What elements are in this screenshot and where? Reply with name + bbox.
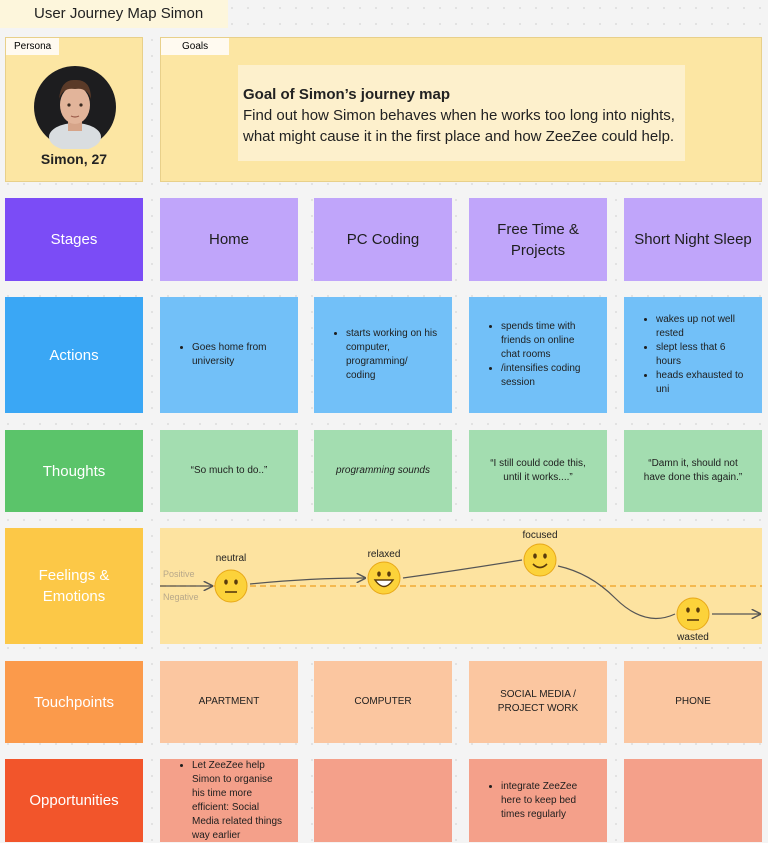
emotion-label: focused <box>522 530 558 541</box>
persona-label: Persona <box>6 38 59 55</box>
row-label-text: Actions <box>49 346 99 364</box>
bullet-list: wakes up not well restedslept less that … <box>638 313 748 397</box>
bullet-list: starts working on his computer, programm… <box>328 327 438 383</box>
emoji <box>367 561 401 595</box>
title: User Journey Map Simon <box>34 5 204 22</box>
emotion-label: neutral <box>215 553 247 564</box>
goal-line: what might cause it in the first place a… <box>243 128 675 145</box>
row-label-text: Feelings & Emotions <box>38 567 110 605</box>
bullet-list: spends time with friends on online chat … <box>483 320 593 390</box>
goals-card: Goals Goal of Simon’s journey map Find o… <box>160 37 762 182</box>
bullet: Let ZeeZee help Simon to organise his ti… <box>192 759 284 843</box>
cell: starts working on his computer, programm… <box>314 297 452 413</box>
persona-card: Persona Simon, 27 <box>5 37 143 182</box>
eye <box>387 571 391 577</box>
cell-text: “So much to do..” <box>190 465 268 476</box>
bullet: slept less that 6 hours <box>656 341 748 369</box>
row-label: Actions <box>5 297 143 413</box>
emoji <box>523 543 557 577</box>
curve <box>402 559 523 579</box>
cell-text: Home <box>208 231 249 248</box>
mouth <box>373 579 395 588</box>
emotion-label: relaxed <box>367 549 401 560</box>
goals-label: Goals <box>161 38 229 55</box>
curve <box>249 578 365 585</box>
cell: COMPUTER <box>314 661 452 743</box>
title-box: User Journey Map Simon <box>0 0 228 28</box>
cell: “Damn it, should not have done this agai… <box>624 430 762 512</box>
cell: PHONE <box>624 661 762 743</box>
cell: Let ZeeZee help Simon to organise his ti… <box>160 759 298 842</box>
cell-text: PC Coding <box>346 231 420 248</box>
cell: SOCIAL MEDIA / PROJECT WORK <box>469 661 607 743</box>
goal-heading: Goal of Simon’s journey map <box>243 86 450 103</box>
row-label: Feelings & Emotions <box>5 528 143 644</box>
row-label: Stages <box>5 198 143 281</box>
emoji <box>676 597 710 631</box>
cell: PC Coding <box>314 198 452 281</box>
cell-text: programming sounds <box>336 465 430 476</box>
cell-text: “I still could code this, until it works… <box>490 458 586 483</box>
curve <box>557 565 676 620</box>
emoji <box>214 569 248 603</box>
eye <box>234 579 238 585</box>
cell-text: Free Time & Projects <box>497 220 579 259</box>
persona-name: Simon, 27 <box>40 151 108 167</box>
goal-note: Goal of Simon’s journey map Find out how… <box>238 65 685 161</box>
bullet: wakes up not well rested <box>656 313 748 341</box>
cell: programming sounds <box>314 430 452 512</box>
row-label-text: Opportunities <box>29 792 119 809</box>
emotion-curve <box>160 528 762 644</box>
bullet: Goes home from university <box>192 341 284 369</box>
emotion-label: wasted <box>677 632 709 643</box>
bullet-list: integrate ZeeZee here to keep bed times … <box>483 780 593 822</box>
cell: wakes up not well restedslept less that … <box>624 297 762 413</box>
cell: Home <box>160 198 298 281</box>
row-label: Touchpoints <box>5 661 143 743</box>
eye <box>696 607 700 613</box>
bullet: heads exhausted to uni <box>656 369 748 397</box>
row-label-text: Touchpoints <box>33 693 115 711</box>
cell: APARTMENT <box>160 661 298 743</box>
goal-line: Find out how Simon behaves when he works… <box>243 107 675 124</box>
cell-text: APARTMENT <box>198 696 260 707</box>
eye <box>224 579 228 585</box>
eye <box>686 607 690 613</box>
cell: “I still could code this, until it works… <box>469 430 607 512</box>
cell: spends time with friends on online chat … <box>469 297 607 413</box>
cell-text: COMPUTER <box>354 696 412 707</box>
cell: Goes home from university <box>160 297 298 413</box>
row-label: Opportunities <box>5 759 143 842</box>
cell: Short Night Sleep <box>624 198 762 281</box>
cell-text: PHONE <box>675 696 711 707</box>
mouth <box>532 563 548 569</box>
row-label-text: Thoughts <box>42 462 106 480</box>
cell-text: “Damn it, should not have done this agai… <box>643 458 743 483</box>
axis-hint: Positive <box>163 569 195 579</box>
bullet: integrate ZeeZee here to keep bed times … <box>501 780 593 822</box>
cell <box>314 759 452 842</box>
avatar <box>34 66 116 149</box>
row-label: Thoughts <box>5 430 143 512</box>
cell: integrate ZeeZee here to keep bed times … <box>469 759 607 842</box>
bullet: spends time with friends on online chat … <box>501 320 593 362</box>
bullet-list: Let ZeeZee help Simon to organise his ti… <box>174 759 284 843</box>
goal-text: Find out how Simon behaves when he works… <box>243 105 685 147</box>
eye <box>543 553 547 559</box>
axis-hint: Negative <box>163 592 199 602</box>
eye <box>533 553 537 559</box>
bullet: starts working on his computer, programm… <box>346 327 438 383</box>
cell-text: SOCIAL MEDIA / PROJECT WORK <box>497 689 579 714</box>
eye <box>377 571 381 577</box>
cell: Free Time & Projects <box>469 198 607 281</box>
bullet: /intensifies coding session <box>501 362 593 390</box>
cell-text: Short Night Sleep <box>634 231 752 248</box>
bullet-list: Goes home from university <box>174 341 284 369</box>
row-label-text: Stages <box>50 231 98 248</box>
cell: “So much to do..” <box>160 430 298 512</box>
cell <box>624 759 762 842</box>
